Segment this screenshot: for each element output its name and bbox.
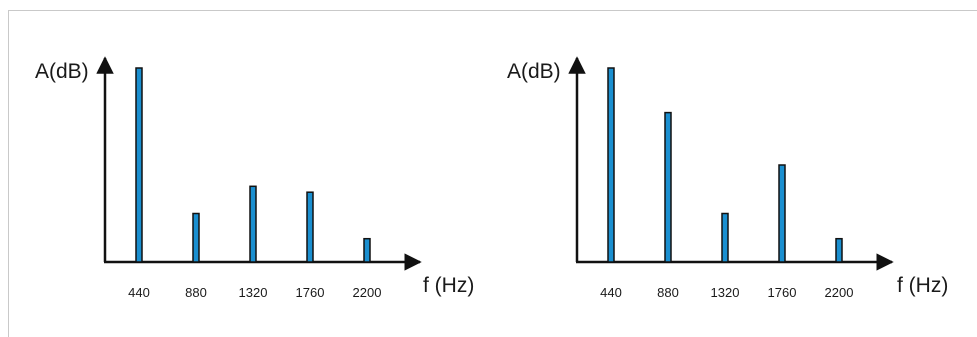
chart-2-bar-1760 — [778, 164, 786, 263]
chart-2-bars — [607, 67, 843, 263]
chart-1: A(dB) f (Hz) 440 880 1320 1760 2200 — [35, 56, 474, 300]
chart-1-bar-1320 — [249, 185, 257, 263]
chart-2-tick-labels: 440 880 1320 1760 2200 — [600, 285, 853, 300]
chart-2-bar-440 — [607, 67, 615, 263]
chart-2-y-axis-title: A(dB) — [507, 60, 561, 83]
chart-1-tick-label: 1760 — [296, 285, 325, 300]
chart-2-bar-880 — [664, 111, 672, 263]
chart-1-bars — [135, 67, 371, 263]
chart-2-x-axis-title: f (Hz) — [897, 274, 948, 297]
chart-1-bar-440 — [135, 67, 143, 263]
chart-1-bar-1760 — [306, 191, 314, 263]
chart-1-tick-label: 1320 — [239, 285, 268, 300]
chart-1-bar-2200 — [363, 237, 371, 263]
chart-1-tick-label: 880 — [185, 285, 207, 300]
chart-2-tick-label: 440 — [600, 285, 622, 300]
chart-1-x-axis-title: f (Hz) — [423, 274, 474, 297]
chart-2-bar-2200 — [835, 237, 843, 263]
chart-2-tick-label: 1760 — [768, 285, 797, 300]
chart-2-tick-label: 1320 — [711, 285, 740, 300]
chart-1-tick-labels: 440 880 1320 1760 2200 — [128, 285, 381, 300]
chart-1-tick-label: 440 — [128, 285, 150, 300]
chart-2-tick-label: 880 — [657, 285, 679, 300]
chart-2: A(dB) f (Hz) 440 880 1320 1760 2200 — [507, 56, 948, 300]
chart-2-bar-1320 — [721, 212, 729, 263]
figure-frame — [8, 10, 977, 337]
chart-1-bar-880 — [192, 212, 200, 263]
chart-1-y-axis-title: A(dB) — [35, 60, 89, 83]
chart-1-tick-label: 2200 — [353, 285, 382, 300]
chart-2-tick-label: 2200 — [825, 285, 854, 300]
